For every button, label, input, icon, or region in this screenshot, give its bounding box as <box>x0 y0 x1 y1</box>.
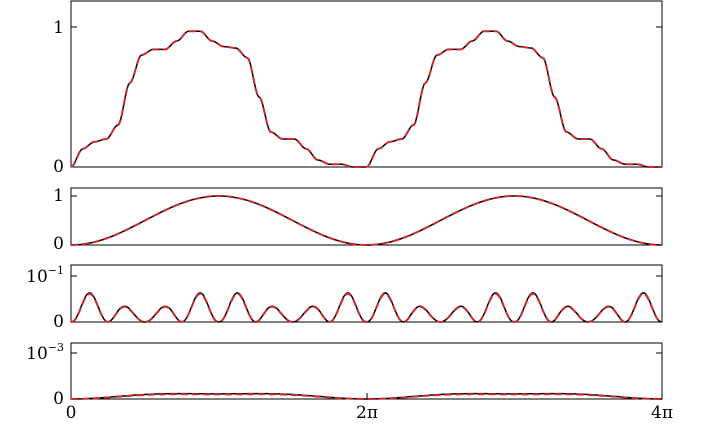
panel-2-lines <box>70 194 663 247</box>
panel-2-ytick-label-1: 1 <box>53 186 64 206</box>
xtick-label-0: 0 <box>66 403 77 423</box>
panel-1-lines <box>70 30 662 168</box>
panel-2-ytick-label-0: 0 <box>53 234 64 254</box>
panel-3-ytick-label-0: 0 <box>53 312 64 332</box>
panel-4-frame <box>70 342 663 400</box>
panel-3: 10−1 0 <box>26 264 663 332</box>
panel-1-ytick-label-1: 1 <box>53 18 64 38</box>
panel-1-frame <box>70 0 663 168</box>
panel-2-series-red-dashed <box>70 194 663 247</box>
panel-3-lines <box>70 292 663 324</box>
panel-4-series-black-solid <box>71 392 662 400</box>
panel-4: 10−3 0 0 2π 4π <box>26 341 673 423</box>
panel-2: 1 0 <box>53 186 663 254</box>
panel-1-series-black-solid <box>70 30 662 168</box>
panel-3-series-black-solid <box>70 292 663 323</box>
panel-3-series-red-dashed <box>70 292 663 324</box>
panel-1-ytick-label-0: 0 <box>53 157 64 177</box>
panel-4-lines <box>71 392 662 400</box>
panel-4-ytick-label-0: 0 <box>53 389 64 409</box>
xtick-label-4pi: 4π <box>651 403 673 423</box>
panel-3-frame <box>70 264 663 323</box>
panel-4-ytick-label-1: 10−3 <box>26 341 64 364</box>
panel-1-series-red-dashed <box>70 30 662 168</box>
panel-2-frame <box>70 187 663 246</box>
panel-1: 1 0 <box>53 0 663 177</box>
xtick-label-2pi: 2π <box>356 403 378 423</box>
panel-3-ytick-label-1: 10−1 <box>26 264 64 287</box>
panel-2-series-black-solid <box>70 195 663 246</box>
